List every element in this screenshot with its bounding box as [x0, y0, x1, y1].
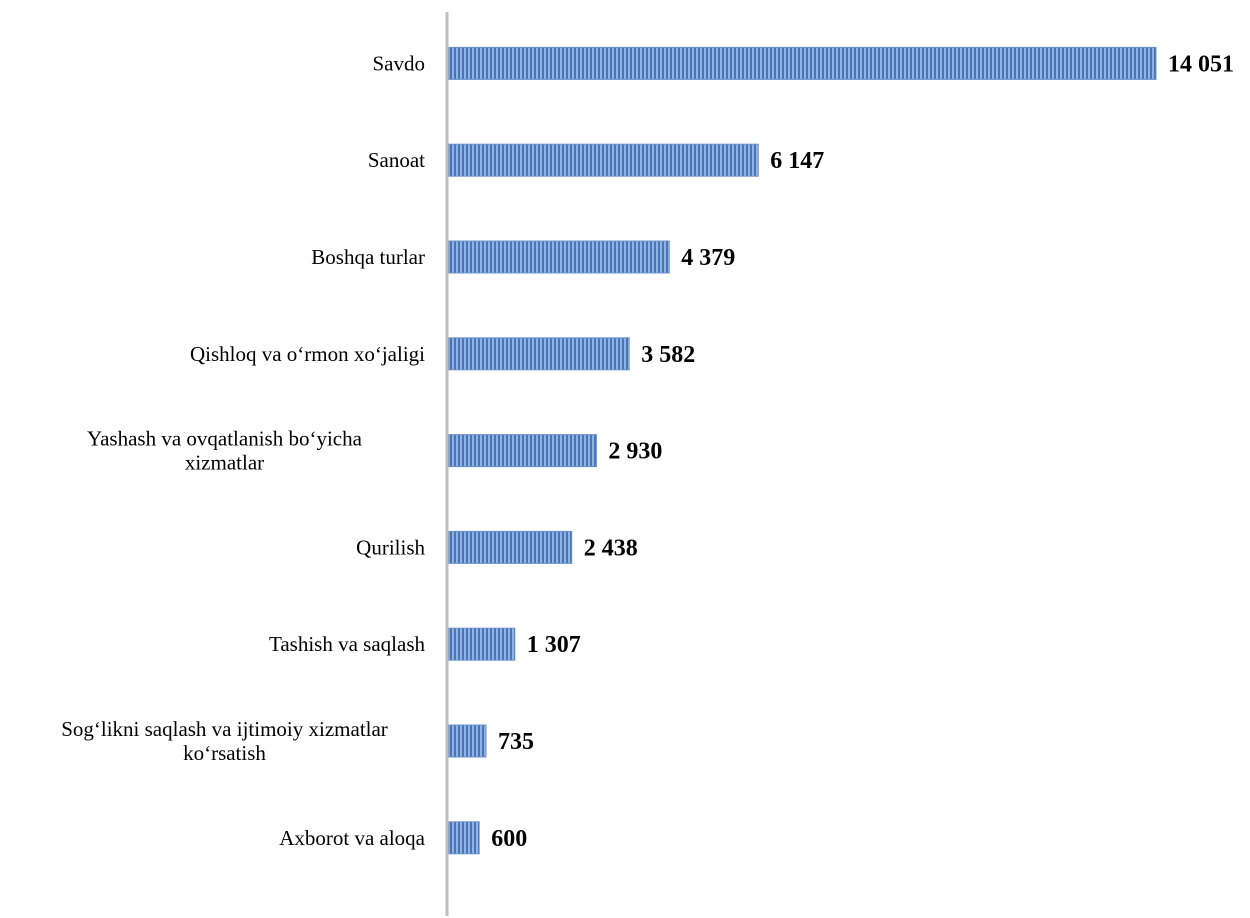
- data-label: 6 147: [770, 148, 824, 174]
- data-label: 2 930: [608, 439, 662, 465]
- data-label: 4 379: [681, 245, 735, 271]
- category-tick-label: xizmatlar: [185, 451, 264, 475]
- bar: [448, 530, 573, 564]
- bar: [448, 46, 1157, 80]
- category-tick-label: Yashash va ovqatlanish bo‘yicha: [87, 427, 363, 451]
- data-label: 2 438: [584, 535, 638, 561]
- bar: [448, 434, 597, 468]
- category-tick-label: Axborot va aloqa: [279, 826, 425, 850]
- category-tick-label: Savdo: [373, 51, 426, 75]
- bars-layer: 14 051 Savdo 6 147 Sanoat 4 379 Boshqa turlar…: [61, 46, 1234, 855]
- data-label: 14 051: [1168, 51, 1234, 77]
- bar: [448, 143, 759, 177]
- bar: [448, 724, 487, 758]
- data-label: 3 582: [641, 342, 695, 368]
- category-tick-label: Tashish va saqlash: [269, 632, 426, 656]
- category-tick-label: Boshqa turlar: [311, 245, 425, 269]
- category-tick-label: Sog‘likni saqlash va ijtimoiy xizmatlar: [61, 717, 388, 741]
- data-label: 600: [491, 826, 527, 852]
- data-label: 1 307: [527, 632, 581, 658]
- category-tick-label: Sanoat: [368, 148, 425, 172]
- bar: [448, 627, 516, 661]
- bar: [448, 337, 630, 371]
- data-label: 735: [498, 729, 534, 755]
- category-tick-label: Qurilish: [356, 535, 425, 559]
- category-tick-label: Qishloq va o‘rmon xo‘jaligi: [190, 342, 425, 366]
- bar: [448, 821, 480, 855]
- category-tick-label: ko‘rsatish: [183, 741, 266, 765]
- bar: [448, 240, 670, 274]
